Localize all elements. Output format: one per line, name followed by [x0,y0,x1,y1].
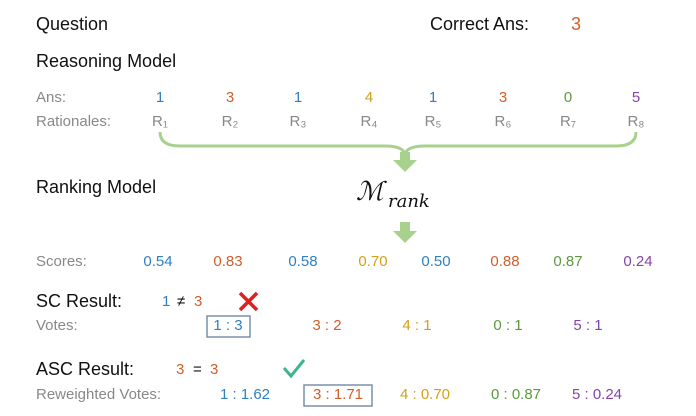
score: 0.83 [213,253,242,270]
score: 0.88 [490,253,519,270]
check-icon [282,359,306,379]
rationale: R₁ [152,113,168,130]
score: 0.58 [288,253,317,270]
sc-rhs: 3 [194,293,202,310]
reweighted-vote: 1 : 1.62 [220,386,270,403]
ranking-title: Ranking Model [36,177,156,197]
vote: 0 : 1 [493,317,522,334]
model-symbol: ℳ [356,177,387,207]
model-subscript: rank [388,191,430,212]
answer: 3 [499,89,507,106]
asc-lhs: 3 [176,361,184,378]
rationale: R₂ [222,113,239,130]
ans-label: Ans: [36,89,66,106]
asc-op: = [193,361,202,378]
rationale: R₈ [627,113,644,130]
reweighted-label: Reweighted Votes: [36,386,161,403]
correct-label: Correct Ans: [430,14,529,34]
vote: 1 : 3 [213,317,242,334]
arrow [393,152,417,172]
rationale: R₇ [560,113,576,130]
reasoning-title: Reasoning Model [36,51,176,71]
reweighted-vote: 5 : 0.24 [572,386,622,403]
score: 0.50 [421,253,450,270]
score: 0.87 [553,253,582,270]
scores-label: Scores: [36,253,87,270]
reweighted-vote: 0 : 0.87 [491,386,541,403]
answer: 4 [365,89,373,106]
highlight-box [206,315,251,338]
rationale: R₄ [361,113,378,130]
reweighted-vote: 4 : 0.70 [400,386,450,403]
rationale: R₅ [425,113,442,130]
score: 0.70 [358,253,387,270]
vote: 4 : 1 [402,317,431,334]
answer: 5 [632,89,640,106]
vote: 5 : 1 [573,317,602,334]
reweighted-vote: 3 : 1.71 [313,386,363,403]
answer: 1 [429,89,437,106]
rationale: R₆ [495,113,512,130]
arrow [393,222,417,243]
answer: 1 [156,89,164,106]
sc-op: ≠ [177,293,185,310]
sc-lhs: 1 [162,293,170,310]
bracket [158,131,638,157]
sc-label: SC Result: [36,291,122,311]
vote: 3 : 2 [312,317,341,334]
votes-label: Votes: [36,317,78,334]
answer: 3 [226,89,234,106]
answer: 1 [294,89,302,106]
correct-value: 3 [571,14,581,34]
asc-label: ASC Result: [36,359,134,379]
score: 0.24 [623,253,652,270]
answer: 0 [564,89,572,106]
question-label: Question [36,14,108,34]
cross-icon [238,291,259,312]
score: 0.54 [143,253,172,270]
rationale: R₃ [290,113,307,130]
rationales-label: Rationales: [36,113,111,130]
highlight-box [303,384,373,407]
asc-rhs: 3 [210,361,218,378]
